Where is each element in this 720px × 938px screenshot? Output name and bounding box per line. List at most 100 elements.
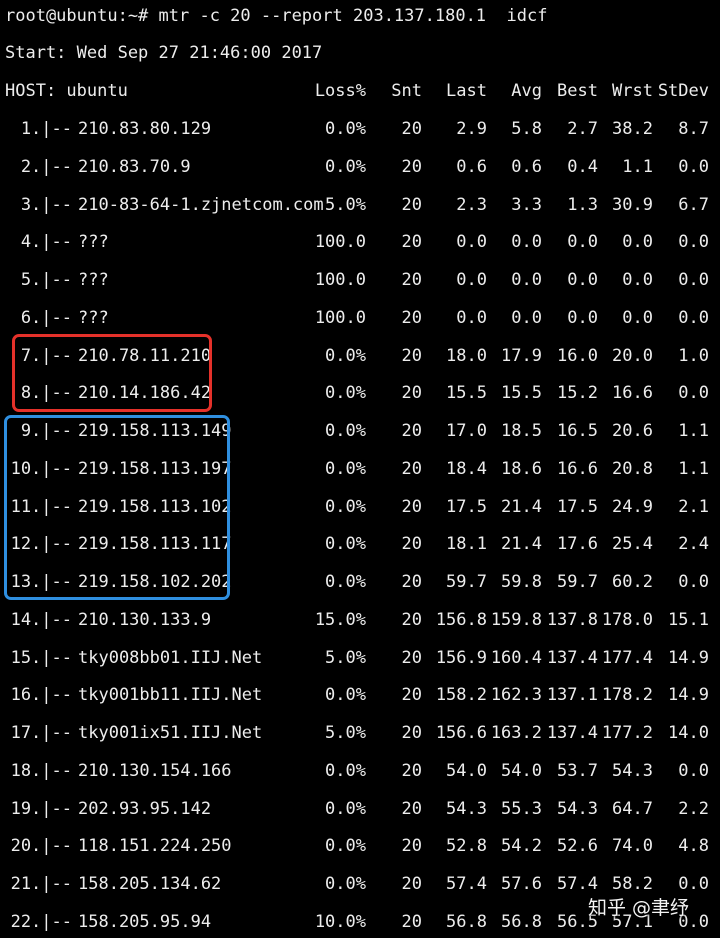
cell-snt: 20 — [401, 119, 422, 139]
hop-number: 12.|-- — [10, 534, 72, 554]
hop-number: 13.|-- — [10, 572, 72, 592]
cell-loss: 15.0% — [314, 610, 366, 630]
cell-wrst: 60.2 — [612, 572, 653, 592]
host-name: ??? — [78, 270, 109, 290]
cell-avg: 57.6 — [501, 874, 542, 894]
host-name: 158.205.95.94 — [78, 912, 212, 932]
cell-wrst: 20.0 — [612, 346, 653, 366]
host-name: 219.158.102.202 — [78, 572, 232, 592]
cell-snt: 20 — [401, 912, 422, 932]
cell-stdev: 0.0 — [678, 761, 709, 781]
cell-best: 0.0 — [567, 308, 598, 328]
host-name: 210.130.154.166 — [78, 761, 232, 781]
cell-avg: 21.4 — [501, 497, 542, 517]
command-line: root@ubuntu:~# mtr -c 20 --report 203.13… — [5, 6, 548, 26]
cell-avg: 5.8 — [511, 119, 542, 139]
start-line: Start: Wed Sep 27 21:46:00 2017 — [5, 43, 323, 63]
hop-number: 18.|-- — [10, 761, 72, 781]
cell-stdev: 0.0 — [678, 157, 709, 177]
hop-number: 9.|-- — [20, 421, 72, 441]
cell-best: 17.5 — [557, 497, 598, 517]
host-name: tky001ix51.IIJ.Net — [78, 723, 263, 743]
hop-number: 17.|-- — [10, 723, 72, 743]
column-header-wrst: Wrst — [612, 81, 653, 101]
host-column-header: HOST: ubuntu — [5, 81, 128, 101]
cell-avg: 0.6 — [511, 157, 542, 177]
column-header-loss: Loss% — [314, 81, 366, 101]
cell-stdev: 0.0 — [678, 572, 709, 592]
cell-loss: 0.0% — [325, 383, 366, 403]
cell-last: 156.9 — [435, 648, 487, 668]
cell-last: 158.2 — [435, 685, 487, 705]
cell-loss: 0.0% — [325, 799, 366, 819]
host-name: ??? — [78, 308, 109, 328]
cell-wrst: 20.8 — [612, 459, 653, 479]
cell-stdev: 2.4 — [678, 534, 709, 554]
cell-snt: 20 — [401, 157, 422, 177]
hop-number: 16.|-- — [10, 685, 72, 705]
cell-snt: 20 — [401, 497, 422, 517]
cell-last: 156.8 — [435, 610, 487, 630]
host-name: tky001bb11.IIJ.Net — [78, 685, 263, 705]
cell-snt: 20 — [401, 383, 422, 403]
host-name: 210.78.11.210 — [78, 346, 212, 366]
cell-last: 0.0 — [456, 232, 487, 252]
hop-number: 20.|-- — [10, 836, 72, 856]
host-name: 210.83.80.129 — [78, 119, 212, 139]
cell-best: 137.1 — [546, 685, 598, 705]
cell-loss: 0.0% — [325, 836, 366, 856]
cell-avg: 54.0 — [501, 761, 542, 781]
cell-wrst: 64.7 — [612, 799, 653, 819]
cell-loss: 5.0% — [325, 648, 366, 668]
cell-wrst: 57.1 — [612, 912, 653, 932]
cell-wrst: 177.4 — [601, 648, 653, 668]
cell-avg: 59.8 — [501, 572, 542, 592]
host-name: 118.151.224.250 — [78, 836, 232, 856]
column-header-last: Last — [446, 81, 487, 101]
cell-wrst: 38.2 — [612, 119, 653, 139]
host-name: 219.158.113.102 — [78, 497, 232, 517]
cell-best: 15.2 — [557, 383, 598, 403]
cell-wrst: 177.2 — [601, 723, 653, 743]
cell-wrst: 20.6 — [612, 421, 653, 441]
cell-stdev: 0.0 — [678, 308, 709, 328]
cell-snt: 20 — [401, 648, 422, 668]
cell-snt: 20 — [401, 232, 422, 252]
cell-stdev: 4.8 — [678, 836, 709, 856]
host-name: 158.205.134.62 — [78, 874, 222, 894]
cell-stdev: 0.0 — [678, 383, 709, 403]
watermark: 知乎 @聿纾 — [588, 897, 690, 919]
cell-snt: 20 — [401, 534, 422, 554]
cell-wrst: 74.0 — [612, 836, 653, 856]
host-name: 219.158.113.117 — [78, 534, 232, 554]
cell-stdev: 14.9 — [668, 648, 709, 668]
cell-wrst: 30.9 — [612, 195, 653, 215]
cell-wrst: 24.9 — [612, 497, 653, 517]
cell-avg: 0.0 — [511, 308, 542, 328]
cell-snt: 20 — [401, 685, 422, 705]
cell-last: 0.0 — [456, 308, 487, 328]
hop-number: 22.|-- — [10, 912, 72, 932]
cell-loss: 5.0% — [325, 195, 366, 215]
cell-snt: 20 — [401, 421, 422, 441]
hop-number: 7.|-- — [20, 346, 72, 366]
cell-avg: 56.8 — [501, 912, 542, 932]
cell-best: 56.5 — [557, 912, 598, 932]
cell-wrst: 58.2 — [612, 874, 653, 894]
cell-last: 17.5 — [446, 497, 487, 517]
column-header-best: Best — [557, 81, 598, 101]
hop-number: 1.|-- — [20, 119, 72, 139]
cell-best: 57.4 — [557, 874, 598, 894]
cell-loss: 0.0% — [325, 459, 366, 479]
cell-best: 0.4 — [567, 157, 598, 177]
cell-last: 18.0 — [446, 346, 487, 366]
cell-last: 54.3 — [446, 799, 487, 819]
cell-last: 15.5 — [446, 383, 487, 403]
cell-loss: 0.0% — [325, 534, 366, 554]
cell-snt: 20 — [401, 874, 422, 894]
blue-highlight-box — [4, 415, 230, 600]
hop-number: 8.|-- — [20, 383, 72, 403]
red-highlight-box — [12, 334, 212, 412]
cell-snt: 20 — [401, 836, 422, 856]
cell-last: 2.3 — [456, 195, 487, 215]
